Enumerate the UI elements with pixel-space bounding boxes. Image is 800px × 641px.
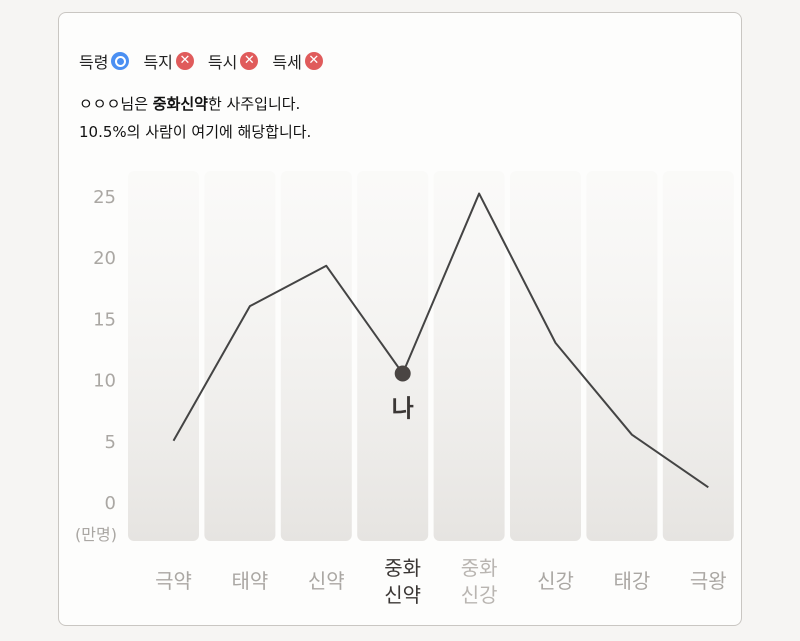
highlight-label: 나 <box>392 394 414 422</box>
y-tick-label: 5 <box>105 432 116 453</box>
x-tick-label: 신강 <box>537 569 574 593</box>
y-axis-unit-label: (만명) <box>75 525 117 544</box>
y-tick-label: 0 <box>105 493 116 514</box>
x-circle-icon: ✕ <box>240 52 259 70</box>
category-band <box>433 171 505 541</box>
description-line-1: ㅇㅇㅇ님은 중화신약한 사주입니다. <box>79 93 300 114</box>
y-tick-label: 25 <box>93 187 116 208</box>
category-band <box>586 171 658 541</box>
x-circle-icon: ✕ <box>175 52 194 70</box>
category-band <box>204 171 276 541</box>
category-band <box>662 171 734 541</box>
category-band <box>280 171 352 541</box>
y-tick-label: 10 <box>93 371 116 392</box>
x-tick-label: 태약 <box>231 569 268 593</box>
status-label: 득세 <box>272 53 302 72</box>
status-row: 득령 득지 ✕ 득시 ✕ 득세 ✕ <box>79 49 337 73</box>
x-tick-label: 중화 신약 <box>384 556 421 607</box>
description-bold: 중화신약 <box>152 95 208 113</box>
status-item-deukse: 득세 ✕ <box>272 49 323 73</box>
category-band <box>128 171 199 541</box>
x-circle-icon: ✕ <box>304 52 323 70</box>
description-prefix: ㅇㅇㅇ님은 <box>79 95 153 113</box>
line-chart: 0 5 10 15 20 25 (만명) 극약 태약 신약 중화 신약 중화 신강 신강 태강 극왕 나 <box>75 171 734 607</box>
category-band <box>510 171 581 541</box>
x-tick-label: 극약 <box>155 569 192 593</box>
y-tick-label: 15 <box>93 309 116 330</box>
y-tick-label: 20 <box>93 248 116 269</box>
status-label: 득시 <box>207 53 238 72</box>
status-label: 득령 <box>79 53 109 72</box>
status-item-deukji: 득지 ✕ <box>143 49 194 73</box>
description-suffix: 한 사주입니다. <box>207 95 301 113</box>
x-tick-label: 신약 <box>308 569 345 593</box>
description-line-2: 10.5%의 사람이 여기에 해당합니다. <box>79 123 312 141</box>
category-band <box>357 171 429 541</box>
status-item-deukryeong: 득령 <box>79 49 130 73</box>
x-tick-label: 극왕 <box>690 569 727 593</box>
x-tick-label: 중화 신강 <box>461 556 498 607</box>
status-label: 득지 <box>143 53 173 72</box>
x-tick-label: 태강 <box>613 569 650 593</box>
chart-card: 득령 득지 ✕ 득시 ✕ 득세 ✕ ㅇㅇㅇ님은 중화신약한 사주입니다. 10.… <box>58 12 742 626</box>
series-line <box>172 192 709 489</box>
status-item-deuksi: 득시 ✕ <box>207 49 259 73</box>
highlight-point <box>394 365 411 382</box>
check-circle-icon <box>111 52 130 70</box>
